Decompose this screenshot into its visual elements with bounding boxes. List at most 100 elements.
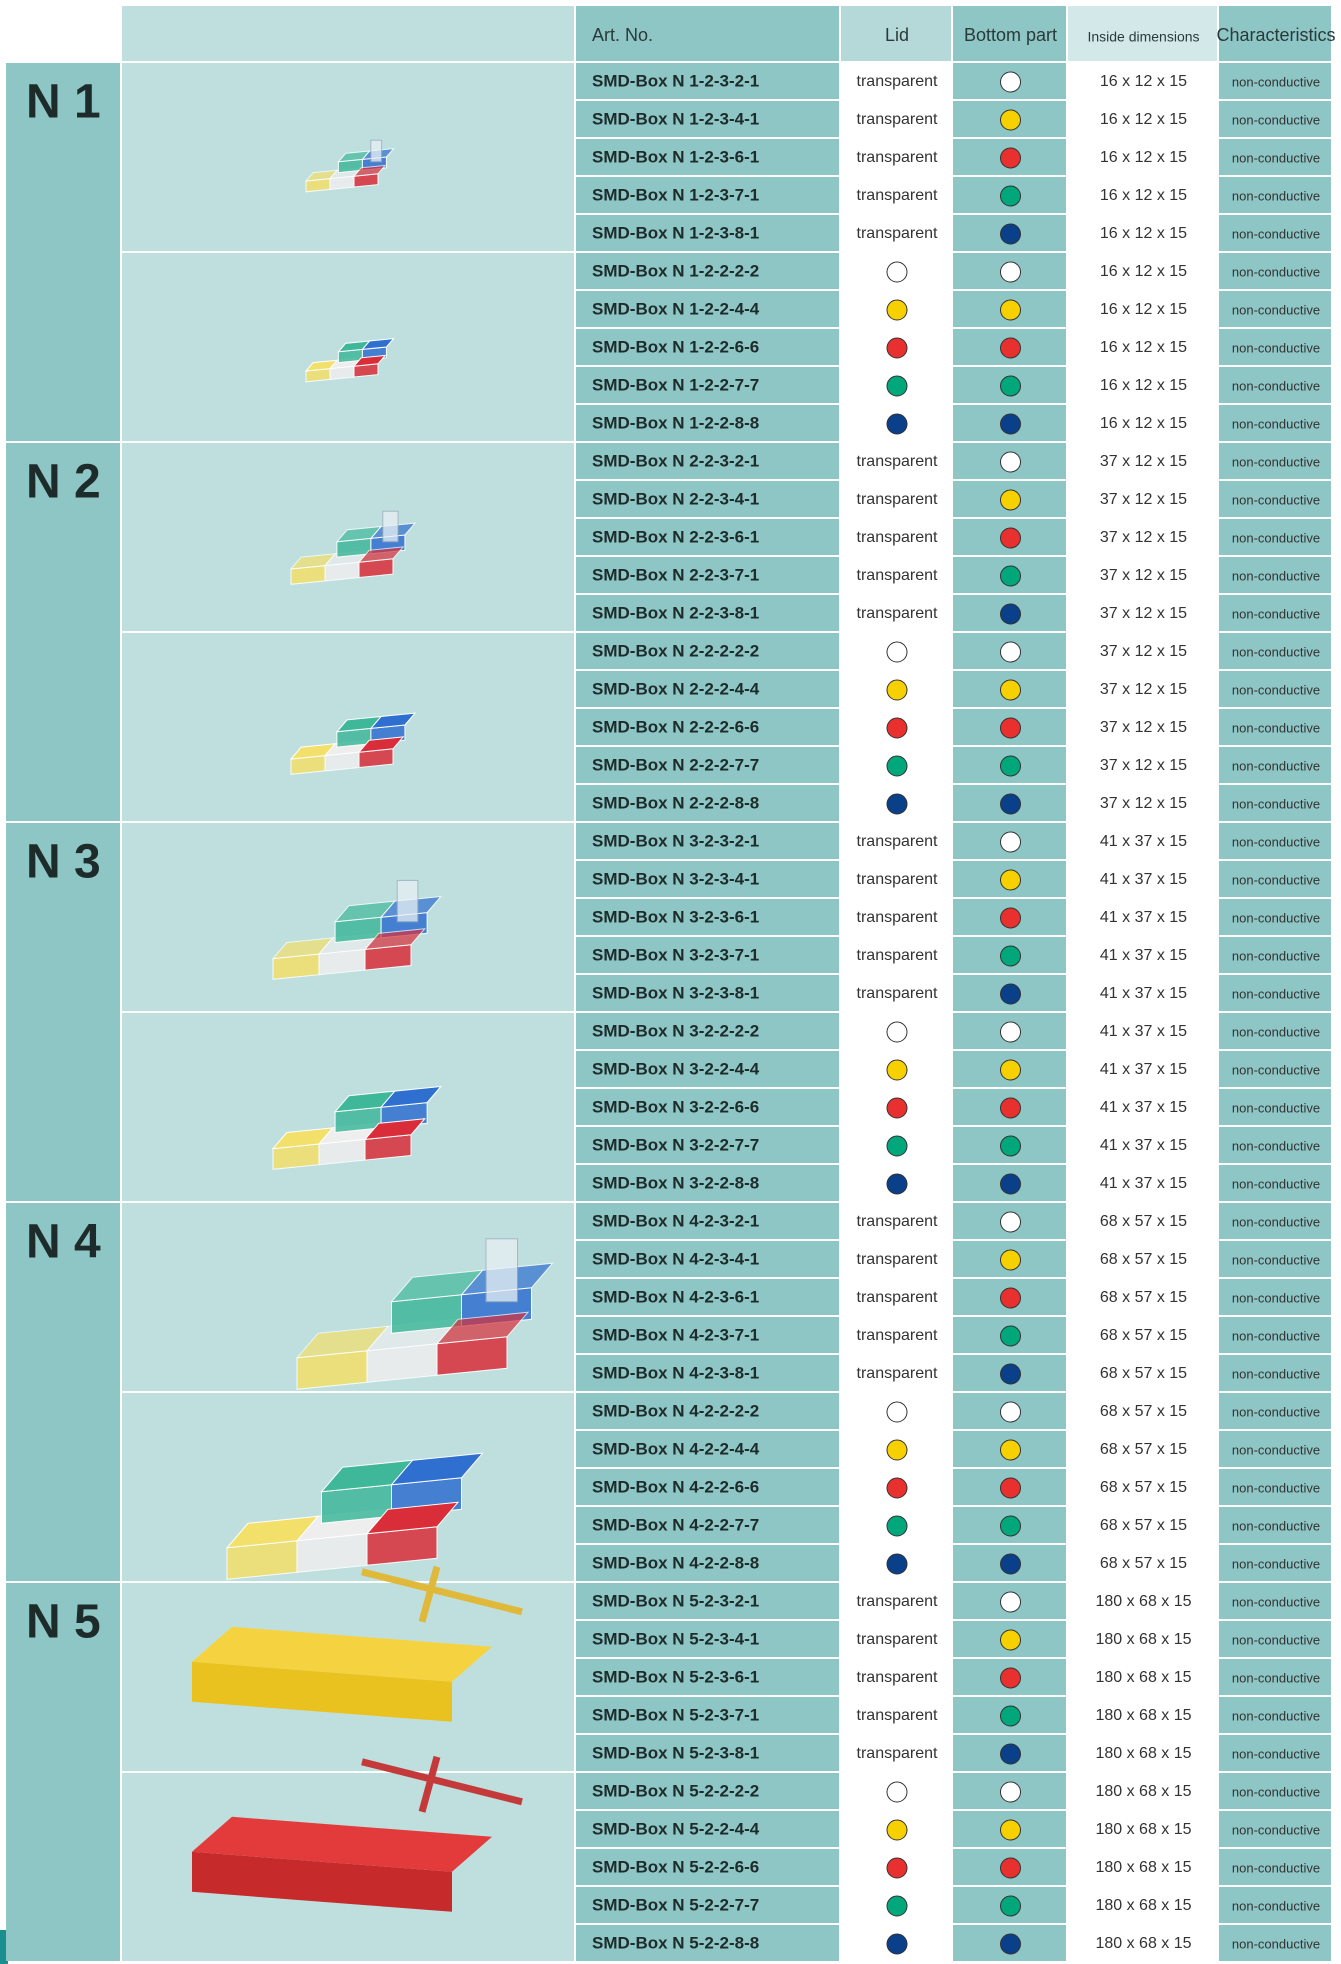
- row-cell: [841, 975, 951, 1011]
- bottom-color: [1000, 1515, 1021, 1537]
- header-cell: [1219, 6, 1331, 61]
- row-cell: [1068, 633, 1217, 669]
- row-cell: [1219, 1697, 1331, 1733]
- bottom-color: [1000, 1629, 1021, 1651]
- row-cell: [576, 1887, 839, 1923]
- art-no: SMD-Box N 5-2-2-2-2: [592, 1781, 759, 1800]
- row-cell: [576, 63, 839, 99]
- dims: 180 x 68 x 15: [1095, 1821, 1191, 1838]
- row-cell: [1219, 1317, 1331, 1353]
- lid-color: [886, 1021, 908, 1043]
- row-cell: [841, 177, 951, 213]
- lid-color: [886, 1895, 908, 1917]
- group-cell: [6, 1203, 120, 1581]
- characteristics: non-conductive: [1232, 1936, 1320, 1951]
- bottom-color: [1000, 1743, 1021, 1765]
- bottom-color: [1000, 1211, 1021, 1233]
- dims: 37 x 12 x 15: [1100, 605, 1187, 622]
- dims: 16 x 12 x 15: [1100, 377, 1187, 394]
- lid: transparent: [857, 149, 938, 166]
- row-cell: [1068, 1773, 1217, 1809]
- row-cell: [576, 1507, 839, 1543]
- dims: 41 x 37 x 15: [1100, 985, 1187, 1002]
- row-cell: [576, 1773, 839, 1809]
- art-no: SMD-Box N 3-2-3-2-1: [592, 831, 759, 850]
- art-no: SMD-Box N 2-2-2-8-8: [592, 793, 759, 812]
- bottom-color: [1000, 1363, 1021, 1385]
- dims: 180 x 68 x 15: [1095, 1859, 1191, 1876]
- row-cell: [576, 1659, 839, 1695]
- lid-color: [886, 1135, 908, 1157]
- row-cell: [576, 595, 839, 631]
- art-no: SMD-Box N 1-2-2-4-4: [592, 299, 760, 318]
- bottom-color: [1000, 413, 1021, 435]
- group-label: N 3: [26, 836, 101, 889]
- lid: transparent: [857, 985, 938, 1002]
- lid-color: [886, 375, 908, 397]
- row-cell: [1219, 823, 1331, 859]
- characteristics: non-conductive: [1232, 682, 1320, 697]
- header-cell: [122, 6, 574, 61]
- row-cell: [576, 671, 839, 707]
- row-cell: [1219, 1659, 1331, 1695]
- row-cell: [576, 937, 839, 973]
- dims: 180 x 68 x 15: [1095, 1745, 1191, 1762]
- header-lid: Lid: [885, 25, 909, 45]
- bottom-color: [1000, 71, 1021, 93]
- row-cell: [1219, 595, 1331, 631]
- bottom-color: [1000, 185, 1021, 207]
- row-cell: [1219, 1355, 1331, 1391]
- dims: 68 x 57 x 15: [1100, 1441, 1187, 1458]
- bottom-color: [1000, 527, 1021, 549]
- dims: 16 x 12 x 15: [1100, 415, 1187, 432]
- row-cell: [1219, 1431, 1331, 1467]
- row-cell: [841, 1735, 951, 1771]
- row-cell: [1219, 101, 1331, 137]
- row-cell: [1068, 481, 1217, 517]
- row-cell: [1068, 975, 1217, 1011]
- open-lid: [485, 1238, 518, 1303]
- row-cell: [1068, 1469, 1217, 1505]
- art-no: SMD-Box N 1-2-3-4-1: [592, 109, 759, 128]
- dims: 16 x 12 x 15: [1100, 111, 1187, 128]
- row-cell: [1219, 899, 1331, 935]
- row-cell: [1068, 1203, 1217, 1239]
- bottom-color: [1000, 1933, 1021, 1955]
- characteristics: non-conductive: [1232, 492, 1320, 507]
- bottom-color: [1000, 1477, 1021, 1499]
- art-no: SMD-Box N 1-2-2-6-6: [592, 337, 759, 356]
- bottom-color: [1000, 1021, 1021, 1043]
- bottom-color: [1000, 1667, 1021, 1689]
- characteristics: non-conductive: [1232, 606, 1320, 621]
- characteristics: non-conductive: [1232, 1138, 1320, 1153]
- art-no: SMD-Box N 2-2-2-4-4: [592, 679, 760, 698]
- lid-color: [886, 1059, 908, 1081]
- art-no: SMD-Box N 5-2-3-2-1: [592, 1591, 759, 1610]
- bottom-color: [1000, 1781, 1021, 1803]
- characteristics: non-conductive: [1232, 1784, 1320, 1799]
- row-cell: [576, 405, 839, 441]
- dims: 37 x 12 x 15: [1100, 643, 1187, 660]
- box-top: [361, 337, 395, 351]
- dims: 180 x 68 x 15: [1095, 1631, 1191, 1648]
- lid: transparent: [857, 605, 938, 622]
- row-cell: [576, 1469, 839, 1505]
- row-cell: [1068, 1051, 1217, 1087]
- lid: transparent: [857, 909, 938, 926]
- art-no: SMD-Box N 3-2-3-6-1: [592, 907, 759, 926]
- art-no: SMD-Box N 5-2-3-7-1: [592, 1705, 759, 1724]
- characteristics: non-conductive: [1232, 1860, 1320, 1875]
- row-cell: [1068, 63, 1217, 99]
- characteristics: non-conductive: [1232, 720, 1320, 735]
- dims: 16 x 12 x 15: [1100, 225, 1187, 242]
- bottom-color: [1000, 375, 1021, 397]
- bottom-color: [1000, 1173, 1021, 1195]
- bottom-color: [1000, 261, 1021, 283]
- lid: transparent: [857, 833, 938, 850]
- lid: transparent: [857, 453, 938, 470]
- characteristics: non-conductive: [1232, 1746, 1320, 1761]
- art-no: SMD-Box N 2-2-3-8-1: [592, 603, 759, 622]
- characteristics: non-conductive: [1232, 1328, 1320, 1343]
- dims: 37 x 12 x 15: [1100, 529, 1187, 546]
- art-no: SMD-Box N 4-2-2-4-4: [592, 1439, 760, 1458]
